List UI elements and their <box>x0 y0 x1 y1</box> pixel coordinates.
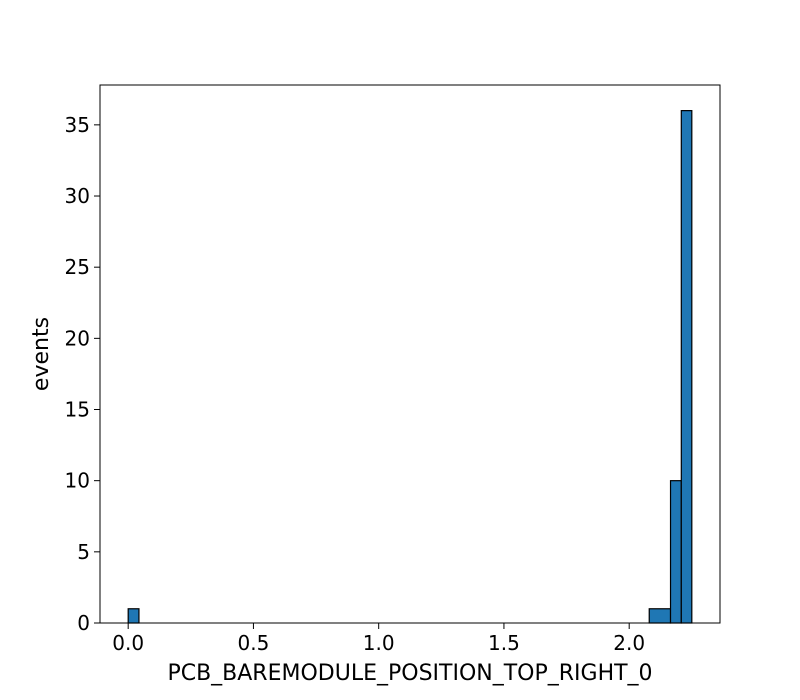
x-tick-label-0: 0.0 <box>112 631 144 655</box>
x-axis-ticks: 0.0 0.5 1.0 1.5 2.0 <box>112 623 645 655</box>
plot-area-frame <box>99 84 721 624</box>
y-tick-label-3: 15 <box>65 398 90 422</box>
y-tick-label-2: 10 <box>65 469 90 493</box>
x-tick-label-2: 1.0 <box>363 631 395 655</box>
y-tick-label-5: 25 <box>65 255 90 279</box>
x-tick-label-3: 1.5 <box>488 631 520 655</box>
x-tick-label-4: 2.0 <box>613 631 645 655</box>
histogram-bar-3 <box>680 110 693 624</box>
histogram-bar-0 <box>127 608 140 624</box>
histogram-bar-2 <box>669 480 682 624</box>
y-axis-ticks: 0 5 10 15 20 25 30 35 <box>65 113 100 635</box>
y-tick-label-6: 30 <box>65 184 90 208</box>
x-axis-label: PCB_BAREMODULE_POSITION_TOP_RIGHT_0 <box>167 661 652 686</box>
y-tick-label-1: 5 <box>77 540 90 564</box>
y-tick-label-4: 20 <box>65 326 90 350</box>
y-tick-label-7: 35 <box>65 113 90 137</box>
y-tick-label-0: 0 <box>77 611 90 635</box>
histogram-bar-1 <box>648 608 672 624</box>
y-axis-label: events <box>29 317 54 391</box>
x-tick-label-1: 0.5 <box>238 631 270 655</box>
